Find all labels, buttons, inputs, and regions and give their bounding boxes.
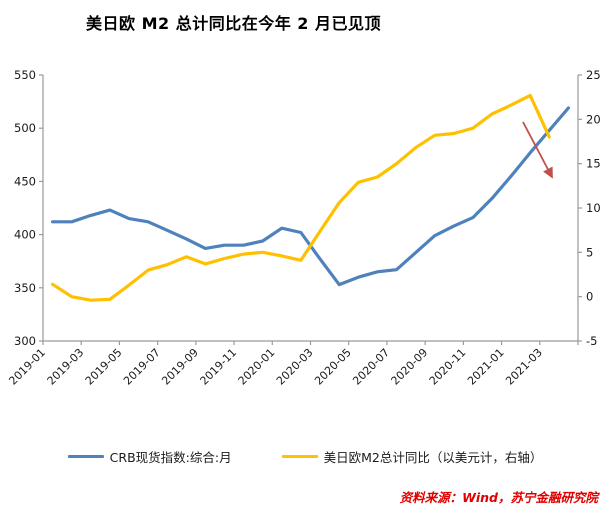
- m2-crb-line-chart: 300350400450500550-505101520252019-01201…: [6, 68, 601, 388]
- y-right-tick-label: 5: [586, 245, 593, 259]
- x-tick-label: 2020-01: [236, 346, 278, 388]
- legend-label-m2: 美日欧M2总计同比（以美元计，右轴）: [323, 450, 543, 465]
- y-right-tick-label: 15: [586, 157, 601, 171]
- legend-line-m2: [281, 454, 318, 459]
- y-left-tick-label: 550: [14, 68, 36, 82]
- x-tick-label: 2020-09: [389, 346, 431, 388]
- legend-item-m2: 美日欧M2总计同比（以美元计，右轴）: [281, 447, 543, 466]
- series-line-crb: [50, 106, 571, 287]
- y-right-tick-label: 0: [586, 290, 593, 304]
- y-left-tick-label: 350: [14, 281, 36, 295]
- y-left-tick-label: 500: [14, 121, 36, 135]
- y-left-tick-label: 300: [14, 334, 36, 348]
- legend-item-crb: CRB现货指数:综合:月: [67, 447, 232, 466]
- legend-label-crb: CRB现货指数:综合:月: [109, 450, 232, 465]
- x-tick-label: 2021-01: [465, 346, 507, 388]
- chart-title: 美日欧 M2 总计同比在今年 2 月已见顶: [86, 14, 381, 33]
- x-tick-label: 2020-11: [427, 346, 469, 388]
- y-right-tick-label: -5: [586, 334, 597, 348]
- series-line-m2: [50, 93, 551, 302]
- x-tick-label: 2020-07: [350, 346, 392, 388]
- x-tick-label: 2020-03: [274, 346, 316, 388]
- x-tick-label: 2019-05: [83, 346, 125, 388]
- source-note: 资料来源：Wind，苏宁金融研究院: [399, 490, 598, 505]
- peak-decline-arrow-icon: [522, 121, 553, 179]
- chart-legend: CRB现货指数:综合:月 美日欧M2总计同比（以美元计，右轴）: [0, 447, 610, 466]
- y-right-tick-label: 20: [586, 112, 601, 126]
- y-right-tick-label: 10: [586, 201, 601, 215]
- y-left-tick-label: 450: [14, 174, 36, 188]
- x-tick-label: 2019-01: [6, 346, 48, 388]
- x-tick-label: 2020-05: [312, 346, 354, 388]
- legend-line-crb: [67, 454, 104, 459]
- x-tick-label: 2019-07: [121, 346, 163, 388]
- x-tick-label: 2019-03: [45, 346, 87, 388]
- x-tick-label: 2019-09: [159, 346, 201, 388]
- x-tick-label: 2019-11: [197, 346, 239, 388]
- y-left-tick-label: 400: [14, 228, 36, 242]
- x-tick-label: 2021-03: [503, 346, 545, 388]
- y-right-tick-label: 25: [586, 68, 601, 82]
